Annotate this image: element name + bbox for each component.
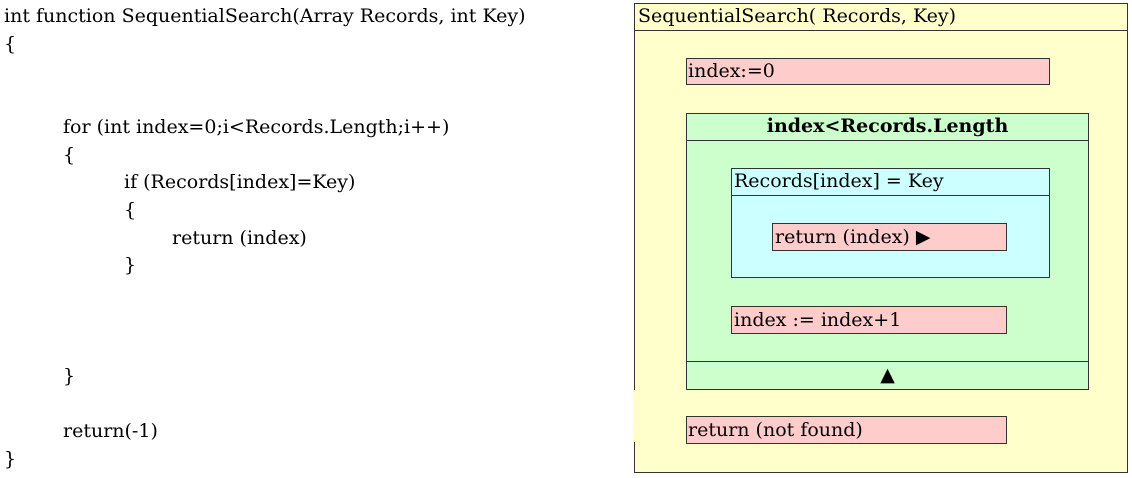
code-line-return-index: return (index) — [172, 227, 307, 249]
nsd-title: SequentialSearch( Records, Key) — [638, 5, 957, 27]
nsd-loop-header-divider — [686, 140, 1089, 141]
code-line-if: if (Records[index]=Key) — [124, 171, 356, 193]
code-line-for: for (int index=0;i<Records.Length;i++) — [63, 116, 450, 138]
nsd-loop-condition: index<Records.Length — [766, 115, 1009, 137]
nsd-if-condition: Records[index] = Key — [734, 170, 944, 192]
nsd-title-divider — [634, 30, 1128, 31]
nsd-return-index-label: return (index) ▶ — [775, 226, 931, 248]
code-line-open-brace: { — [4, 33, 17, 55]
nsd-increment: index := index+1 — [731, 306, 1007, 334]
nsd-if-header-divider — [731, 195, 1050, 196]
code-line-signature: int function SequentialSearch(Array Reco… — [4, 5, 526, 27]
code-line-close-brace: } — [4, 448, 17, 470]
nsd-init-label: index:=0 — [688, 60, 775, 82]
nsd-return-not-found-label: return (not found) — [688, 419, 863, 441]
code-line-for-close-brace: } — [63, 365, 76, 387]
nsd-return-index: return (index) ▶ — [772, 223, 1007, 251]
code-line-for-open-brace: { — [63, 144, 76, 166]
nsd-increment-label: index := index+1 — [734, 309, 902, 331]
nsd-init-statement: index:=0 — [686, 58, 1050, 85]
code-line-if-open-brace: { — [124, 199, 137, 221]
code-line-return-minus-one: return(-1) — [63, 420, 158, 442]
code-line-if-close-brace: } — [124, 254, 137, 276]
nsd-loop-footer-divider — [686, 361, 1089, 362]
nsd-loop-end-marker: ▲ — [880, 364, 895, 386]
nsd-left-gap — [633, 390, 636, 442]
nsd-return-not-found: return (not found) — [686, 416, 1007, 444]
